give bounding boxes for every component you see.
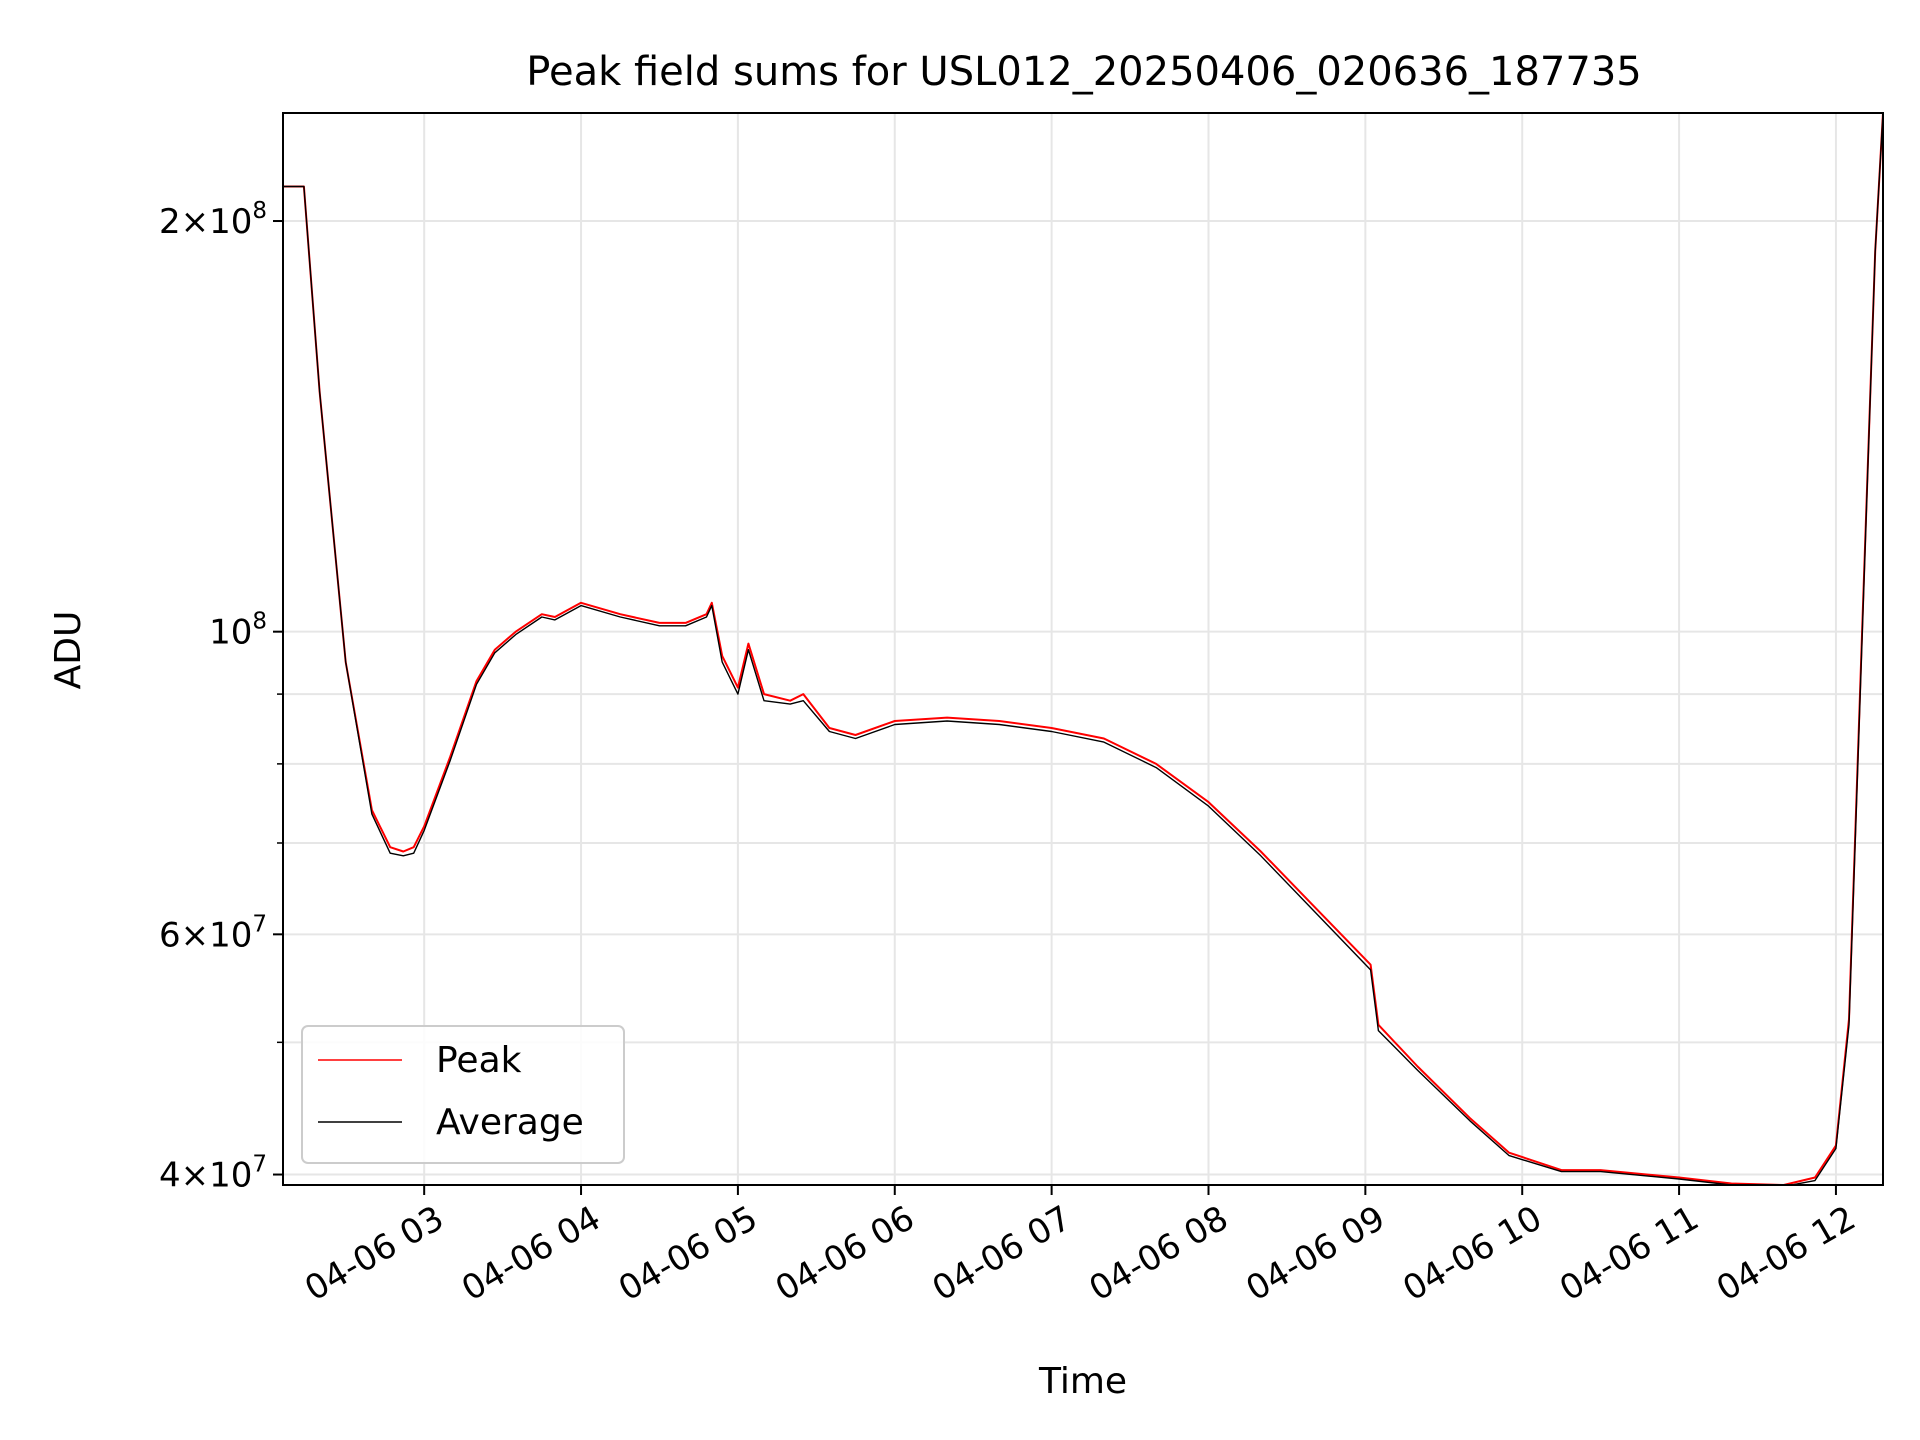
y-tick-exponent: 8 — [252, 198, 267, 224]
series-line-average — [283, 113, 1883, 1185]
legend: Peak Average — [301, 1025, 625, 1164]
y-tick-exponent: 8 — [252, 609, 267, 635]
y-tick-base: 6×10 — [159, 915, 252, 955]
legend-average-label: Average — [436, 1102, 584, 1143]
plot-area — [283, 113, 1883, 1185]
y-tick-exponent: 7 — [252, 1152, 267, 1178]
y-tick-label: 4×107 — [159, 1152, 267, 1196]
legend-peak-label: Peak — [436, 1040, 522, 1081]
y-tick-base: 4×10 — [159, 1156, 252, 1196]
y-tick-label: 6×107 — [159, 911, 267, 955]
series-line-peak — [283, 113, 1883, 1185]
y-tick-exponent: 7 — [252, 911, 267, 937]
x-axis-label: Time — [1038, 1361, 1127, 1402]
y-tick-label: 108 — [209, 609, 267, 653]
y-axis-label: ADU — [48, 611, 89, 690]
y-tick-base: 2×10 — [159, 202, 252, 242]
y-tick-label: 2×108 — [159, 198, 267, 242]
axes-frame — [282, 112, 1884, 1186]
chart-title: Peak field sums for USL012_20250406_0206… — [526, 49, 1641, 95]
y-tick-base: 10 — [209, 613, 252, 653]
